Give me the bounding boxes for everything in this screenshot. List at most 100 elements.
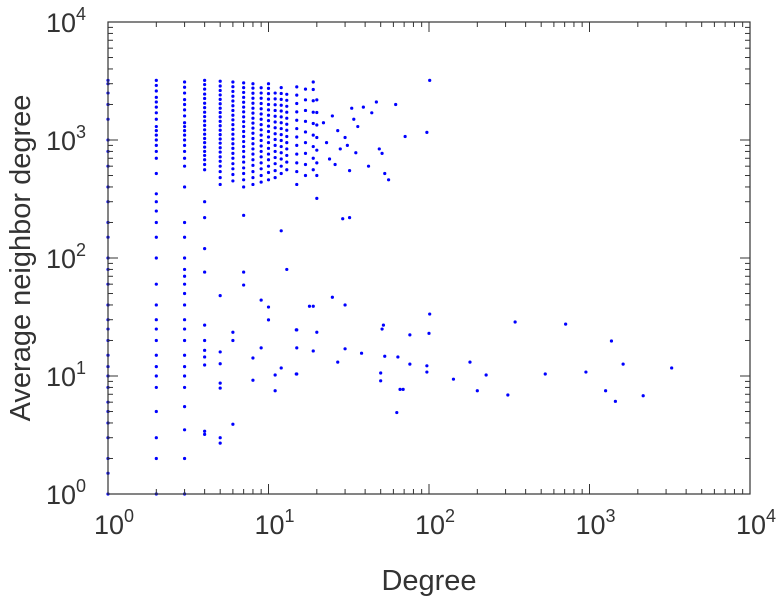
data-point: [273, 169, 277, 173]
data-point: [218, 133, 222, 137]
data-point: [259, 167, 263, 171]
data-point: [231, 127, 235, 131]
data-point: [398, 387, 402, 391]
data-point: [266, 124, 271, 128]
data-point: [251, 163, 255, 167]
data-point: [354, 151, 358, 155]
data-point: [279, 164, 283, 168]
data-point: [259, 128, 263, 132]
data-point: [203, 96, 207, 101]
data-point: [380, 327, 384, 331]
data-point: [154, 374, 158, 378]
data-point: [345, 143, 349, 147]
data-point: [279, 366, 283, 370]
data-point: [303, 108, 308, 113]
data-point: [315, 196, 319, 200]
data-point: [154, 124, 158, 129]
data-point: [154, 256, 158, 260]
data-point: [203, 123, 207, 127]
data-point: [182, 456, 187, 461]
data-point: [273, 176, 277, 180]
data-point: [484, 373, 488, 377]
data-point: [182, 143, 187, 147]
data-point: [251, 131, 255, 135]
data-point: [259, 112, 263, 116]
data-point: [182, 318, 187, 322]
data-point: [609, 339, 614, 343]
data-point: [352, 117, 356, 121]
data-point: [154, 235, 158, 239]
data-point: [154, 129, 158, 133]
data-point: [266, 318, 271, 322]
data-point: [395, 410, 399, 415]
data-point: [285, 110, 289, 114]
data-point: [251, 152, 255, 156]
data-point: [218, 119, 222, 123]
data-point: [182, 97, 187, 102]
data-point: [266, 305, 271, 309]
data-point: [218, 115, 222, 119]
data-point: [279, 229, 283, 233]
data-point: [203, 106, 207, 110]
data-point: [273, 143, 277, 147]
data-point: [383, 354, 387, 358]
data-point: [154, 209, 158, 213]
data-point: [251, 101, 255, 105]
data-point: [218, 386, 222, 390]
data-point: [285, 147, 289, 151]
data-point: [154, 156, 158, 160]
data-point: [273, 162, 277, 166]
data-point: [218, 182, 222, 187]
data-point: [324, 141, 329, 145]
data-point: [242, 139, 246, 144]
data-point: [242, 166, 246, 170]
data-point: [251, 147, 255, 151]
y-tick-label: 100: [46, 476, 86, 510]
data-point: [231, 137, 235, 141]
data-point: [154, 89, 158, 93]
data-point: [259, 107, 263, 111]
data-point: [266, 152, 271, 156]
data-point: [295, 101, 299, 106]
data-point: [231, 113, 235, 117]
data-point: [218, 146, 222, 150]
data-point: [218, 441, 222, 445]
data-point: [203, 141, 207, 145]
data-point: [182, 164, 187, 168]
data-point: [242, 120, 246, 124]
data-point: [394, 102, 398, 107]
data-point: [251, 176, 255, 180]
data-point: [311, 99, 315, 103]
data-point: [231, 94, 235, 98]
x-tick-label: 103: [575, 506, 615, 540]
data-point: [182, 374, 187, 378]
data-point: [218, 150, 222, 154]
data-point: [251, 91, 255, 95]
data-point: [396, 355, 400, 359]
data-point: [273, 120, 277, 124]
data-point: [285, 98, 289, 102]
data-point: [182, 133, 187, 137]
data-point: [154, 338, 158, 343]
data-point: [154, 95, 158, 99]
data-point: [315, 330, 319, 334]
data-point: [154, 365, 158, 369]
y-tick-label: 103: [46, 122, 86, 156]
data-point: [203, 136, 207, 141]
data-point: [242, 185, 246, 189]
data-point: [336, 360, 340, 364]
data-point: [218, 124, 222, 128]
data-point: [513, 320, 517, 324]
data-point: [182, 256, 187, 260]
data-point: [231, 151, 235, 155]
data-point: [303, 87, 308, 91]
data-point: [350, 106, 354, 110]
data-point: [279, 97, 283, 101]
data-point: [427, 331, 431, 335]
data-point: [315, 110, 319, 115]
data-point: [182, 156, 187, 160]
data-point: [266, 141, 271, 145]
data-point: [182, 365, 187, 369]
data-point: [218, 128, 222, 132]
data-point: [182, 220, 187, 225]
